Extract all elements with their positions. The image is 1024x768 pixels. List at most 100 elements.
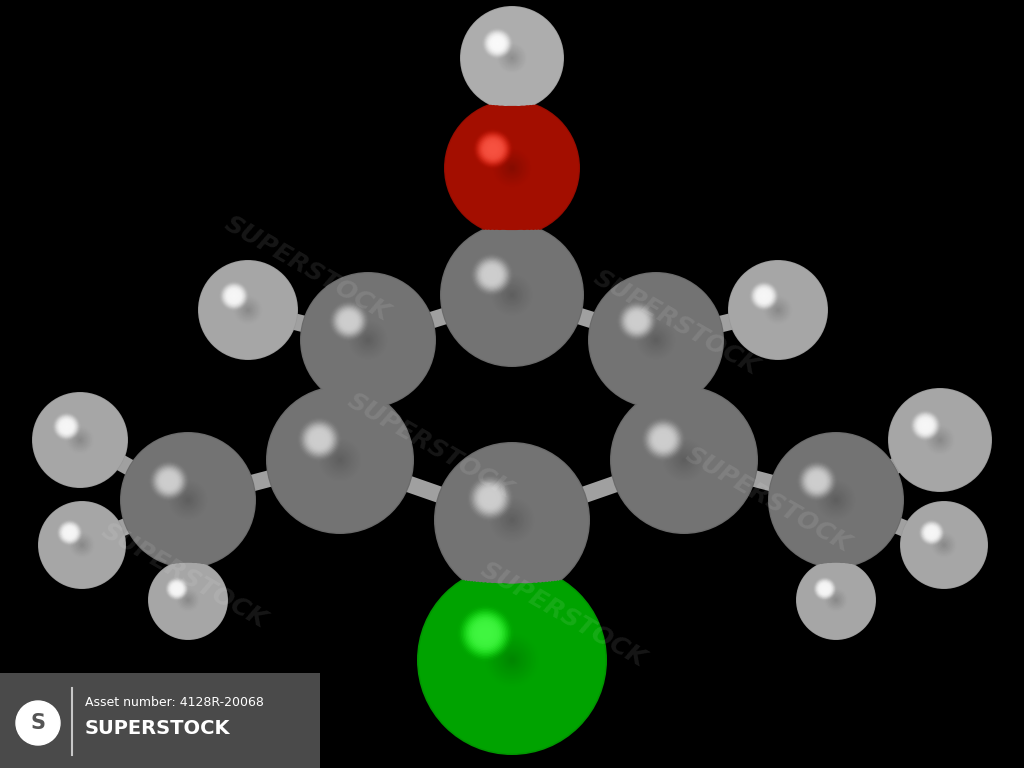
Circle shape [892,392,988,488]
Circle shape [459,467,565,573]
Circle shape [799,563,873,637]
Circle shape [758,290,770,303]
Circle shape [319,291,417,389]
Circle shape [492,38,503,49]
Circle shape [465,473,559,567]
Circle shape [59,419,75,434]
Circle shape [642,418,685,461]
Circle shape [815,478,819,483]
Circle shape [150,462,188,501]
Circle shape [475,484,549,556]
Circle shape [909,409,971,472]
Circle shape [925,526,963,564]
Circle shape [52,515,112,575]
Circle shape [930,429,950,450]
Circle shape [488,271,536,319]
Circle shape [816,581,834,598]
Circle shape [159,471,217,529]
Circle shape [943,545,945,546]
Circle shape [817,581,855,619]
Circle shape [56,416,104,464]
Circle shape [492,148,494,150]
Circle shape [472,18,552,98]
Circle shape [633,317,679,362]
Circle shape [326,445,354,475]
Circle shape [156,568,220,632]
Circle shape [920,419,931,432]
Circle shape [489,272,535,318]
Circle shape [222,284,273,336]
Circle shape [464,247,560,343]
Circle shape [208,270,288,350]
Circle shape [802,565,870,634]
Circle shape [455,110,569,226]
Circle shape [164,575,213,624]
Circle shape [287,407,393,513]
Circle shape [469,617,555,703]
Circle shape [918,418,933,433]
Circle shape [935,536,952,554]
Circle shape [490,273,493,276]
Circle shape [269,389,411,530]
Circle shape [802,465,833,496]
Circle shape [182,495,194,505]
Circle shape [296,415,384,505]
Circle shape [470,478,510,518]
Circle shape [281,401,399,519]
Circle shape [55,415,104,465]
Circle shape [230,293,265,327]
Circle shape [480,488,500,508]
Circle shape [820,584,829,593]
Circle shape [166,578,187,600]
Circle shape [210,272,287,349]
Circle shape [52,412,108,468]
Circle shape [791,455,882,545]
Circle shape [327,446,353,474]
Circle shape [234,296,261,323]
Circle shape [218,280,278,340]
Circle shape [68,531,96,559]
Circle shape [472,480,552,561]
Circle shape [148,561,227,639]
Circle shape [893,393,987,487]
Circle shape [163,475,213,525]
Circle shape [478,134,508,164]
Circle shape [658,435,668,444]
Circle shape [42,402,119,478]
Circle shape [806,570,866,630]
Circle shape [496,41,499,45]
Circle shape [303,276,432,405]
Circle shape [808,472,864,528]
Circle shape [737,269,819,351]
Circle shape [814,578,836,600]
Circle shape [482,265,542,325]
Circle shape [428,576,596,744]
Circle shape [67,530,73,535]
Circle shape [479,262,505,287]
Circle shape [489,145,535,190]
Circle shape [922,422,958,458]
Circle shape [806,469,866,531]
Circle shape [492,499,532,541]
Circle shape [168,480,170,482]
Circle shape [650,426,676,452]
Circle shape [473,129,513,168]
Circle shape [485,269,539,321]
Circle shape [34,394,126,486]
Circle shape [487,34,508,54]
Circle shape [926,527,963,564]
Circle shape [140,452,236,548]
Circle shape [911,513,976,578]
Circle shape [500,46,524,70]
Circle shape [939,540,949,550]
Circle shape [831,495,841,505]
Circle shape [618,303,693,377]
Circle shape [154,465,184,496]
Circle shape [934,535,954,555]
Circle shape [45,405,115,475]
Circle shape [933,433,947,447]
Circle shape [340,312,396,369]
Circle shape [209,271,287,349]
Circle shape [165,578,188,601]
Circle shape [926,527,937,538]
